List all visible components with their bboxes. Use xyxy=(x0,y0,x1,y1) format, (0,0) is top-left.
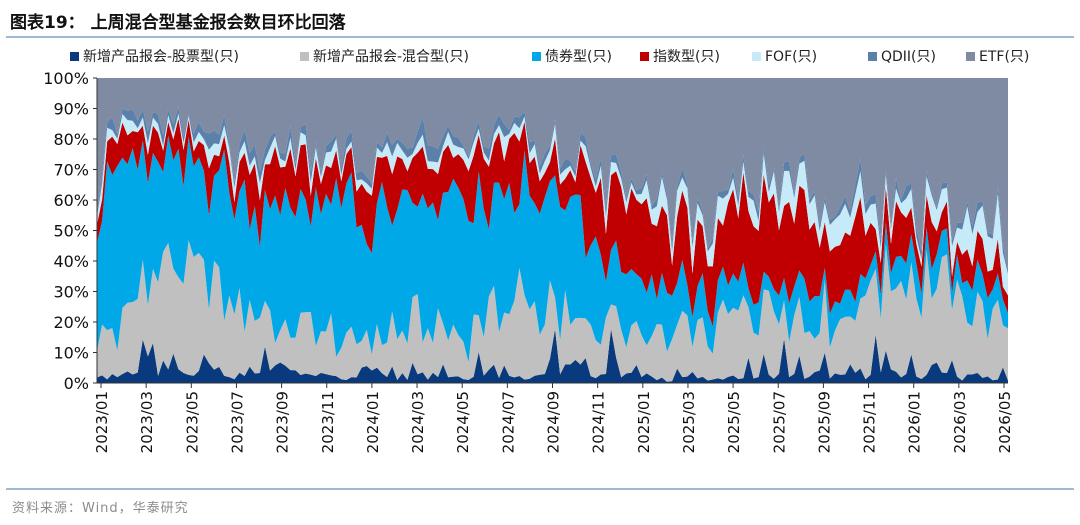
y-tick-label: 90% xyxy=(53,100,89,119)
x-tick-label: 2023/03 xyxy=(138,391,156,453)
x-tick-label: 2023/07 xyxy=(228,391,246,453)
x-tick-label: 2023/05 xyxy=(183,391,201,453)
y-tick-label: 70% xyxy=(53,161,89,180)
legend-label: 债券型(只) xyxy=(545,49,612,65)
legend-label: 新增产品报会-混合型(只) xyxy=(313,49,469,65)
header-rule xyxy=(6,36,1074,38)
area-series-group xyxy=(97,78,1008,383)
source-note: 资料来源：Wind，华泰研究 xyxy=(12,501,189,516)
legend-swatch xyxy=(966,52,975,61)
stacked-area-chart: 新增产品报会-股票型(只) 新增产品报会-混合型(只) 债券型(只) 指数型(只) FO… xyxy=(43,49,1029,453)
x-tick-label: 2025/01 xyxy=(635,391,653,453)
x-tick-label: 2024/07 xyxy=(499,391,517,453)
y-tick-label: 30% xyxy=(53,283,89,302)
footer-rule xyxy=(6,488,1074,490)
area-series-2 xyxy=(97,135,1008,363)
y-tick-label: 20% xyxy=(53,313,89,332)
y-tick-label: 60% xyxy=(53,191,89,210)
x-tick-label: 2024/03 xyxy=(409,391,427,453)
area-series-3 xyxy=(97,118,1008,327)
y-tick-label: 50% xyxy=(53,222,89,241)
legend-label: FOF(只) xyxy=(765,49,817,65)
x-tick-label: 2025/05 xyxy=(725,391,743,453)
legend-label: 新增产品报会-股票型(只) xyxy=(83,49,239,65)
legend-swatch xyxy=(532,52,541,61)
legend-label: QDII(只) xyxy=(881,49,936,65)
legend-label: ETF(只) xyxy=(979,49,1029,65)
y-axis: 0% 10% 20% 30% 40% 50% 60% 70% 80% 90% 100% xyxy=(43,69,98,393)
y-tick-label: 100% xyxy=(43,69,89,88)
x-tick-label: 2026/05 xyxy=(996,391,1014,453)
x-tick-label: 2026/03 xyxy=(951,391,969,453)
x-tick-label: 2025/09 xyxy=(815,391,833,453)
x-tick-label: 2024/09 xyxy=(545,391,563,453)
legend-swatch xyxy=(868,52,877,61)
figure-title: 图表19： 上周混合型基金报会数目环比回落 xyxy=(10,13,346,33)
area-series-0 xyxy=(97,328,1008,383)
y-tick-label: 40% xyxy=(53,252,89,271)
x-tick-label: 2025/03 xyxy=(680,391,698,453)
x-tick-label: 2026/01 xyxy=(906,391,924,453)
area-series-1 xyxy=(97,240,1008,382)
figure-header: 图表19： 上周混合型基金报会数目环比回落 xyxy=(6,6,1074,38)
area-series-6 xyxy=(97,78,1008,272)
x-tick-label: 2024/11 xyxy=(590,391,608,453)
x-tick-label: 2023/01 xyxy=(93,391,111,453)
x-tick-label: 2024/01 xyxy=(364,391,382,453)
legend-swatch xyxy=(300,52,309,61)
legend-swatch xyxy=(640,52,649,61)
chart-area: 新增产品报会-股票型(只) 新增产品报会-混合型(只) 债券型(只) 指数型(只) FO… xyxy=(0,40,1080,480)
y-tick-label: 10% xyxy=(53,344,89,363)
legend-swatch xyxy=(70,52,79,61)
x-tick-label: 2025/11 xyxy=(861,391,879,453)
legend-label: 指数型(只) xyxy=(653,49,720,65)
y-tick-label: 80% xyxy=(53,130,89,149)
x-axis: 2023/01 2023/03 2023/05 2023/07 2023/09 2023/… xyxy=(93,382,1014,453)
y-tick-label: 0% xyxy=(64,374,89,393)
x-tick-label: 2023/09 xyxy=(274,391,292,453)
legend-swatch xyxy=(752,52,761,61)
area-series-4 xyxy=(97,113,1008,296)
legend: 新增产品报会-股票型(只) 新增产品报会-混合型(只) 债券型(只) 指数型(只) FO… xyxy=(70,49,1029,65)
x-tick-label: 2024/05 xyxy=(454,391,472,453)
x-tick-label: 2023/11 xyxy=(319,391,337,453)
x-tick-label: 2025/07 xyxy=(770,391,788,453)
